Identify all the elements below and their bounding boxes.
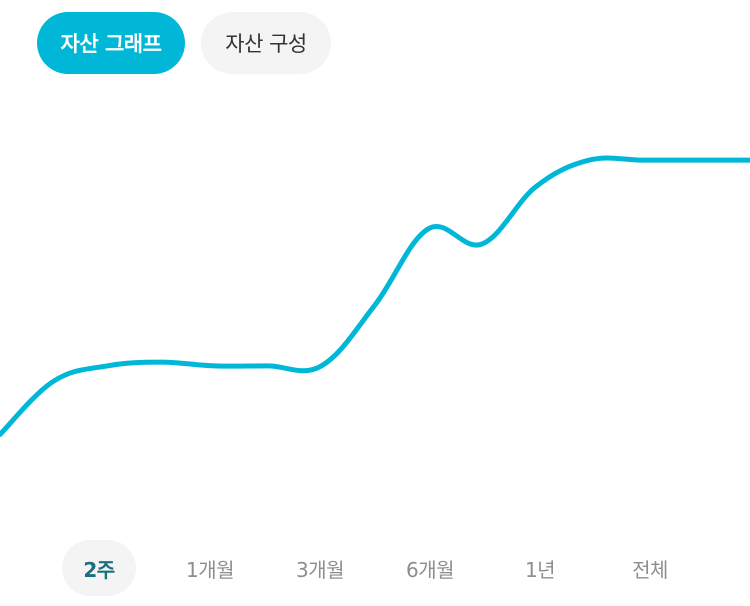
tab-asset-composition[interactable]: 자산 구성 <box>201 12 331 74</box>
period-1y[interactable]: 1년 <box>524 557 556 582</box>
period-all[interactable]: 전체 <box>632 557 668 582</box>
period-6m[interactable]: 6개월 <box>405 557 455 582</box>
asset-line-chart <box>0 155 750 437</box>
period-selector: 2주 1개월 3개월 6개월 1년 전체 <box>0 540 750 596</box>
asset-tabs: 자산 그래프 자산 구성 <box>37 12 331 74</box>
period-1m[interactable]: 1개월 <box>185 557 235 582</box>
period-2w[interactable]: 2주 <box>62 540 136 596</box>
tab-asset-graph[interactable]: 자산 그래프 <box>37 12 185 74</box>
period-3m[interactable]: 3개월 <box>295 557 345 582</box>
asset-series-line <box>0 155 750 437</box>
